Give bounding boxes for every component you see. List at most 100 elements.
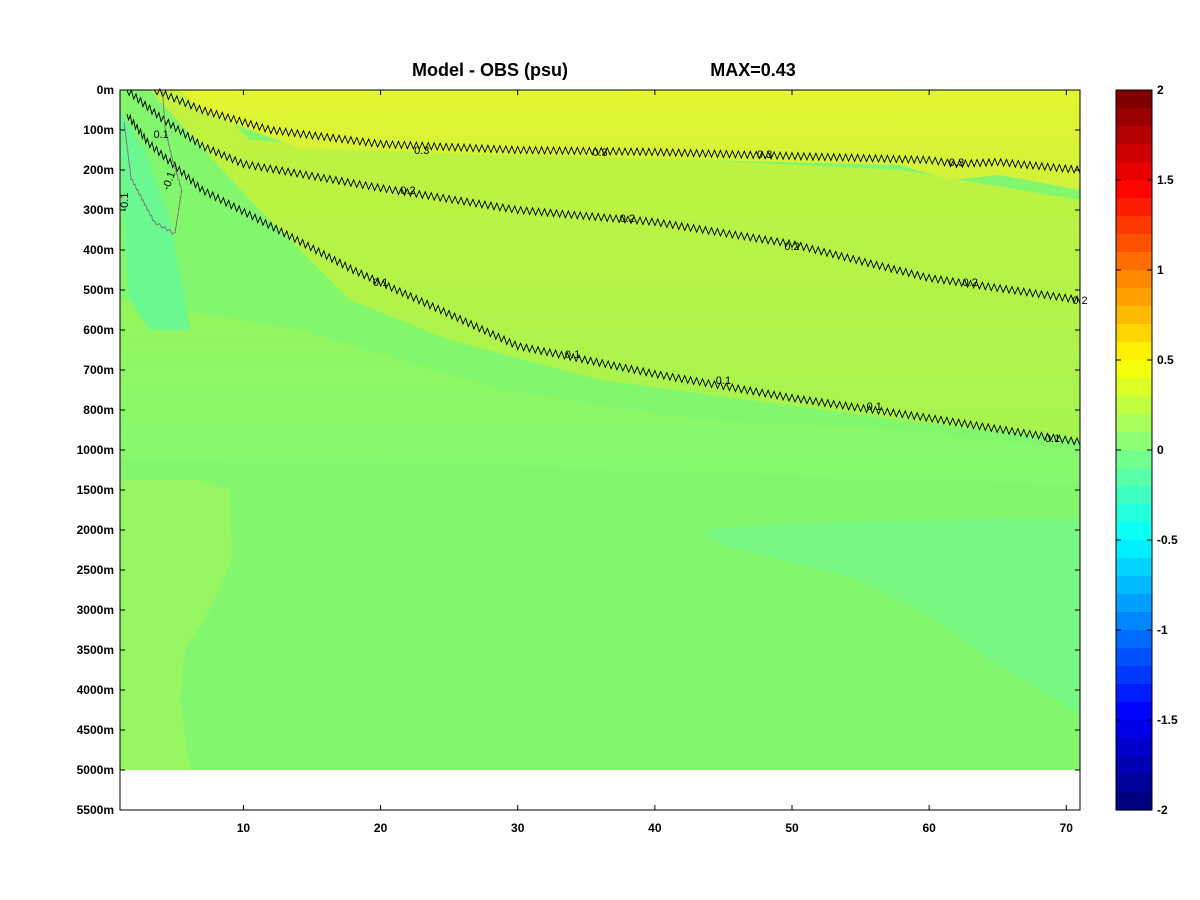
x-tick-label: 10 [237, 821, 251, 835]
x-tick-label: 60 [922, 821, 936, 835]
colorbar-swatch [1116, 522, 1152, 541]
y-tick-label: 2500m [77, 563, 114, 577]
contour-label: 0.2 [620, 213, 635, 225]
colorbar-swatch [1116, 162, 1152, 181]
colorbar-swatch [1116, 486, 1152, 505]
chart-title: Model - OBS (psu) [412, 60, 568, 80]
contour-line-0-3 [153, 87, 1081, 175]
colorbar-swatches [1116, 90, 1152, 811]
y-tick-label: 400m [83, 243, 114, 257]
colorbar-tick-label: 0 [1157, 443, 1164, 457]
colorbar-swatch [1116, 396, 1152, 415]
colorbar-tick-label: -1.5 [1157, 713, 1178, 727]
y-tick-label: 4500m [77, 723, 114, 737]
colorbar-tick-label: -0.5 [1157, 533, 1178, 547]
colorbar-swatch [1116, 468, 1152, 487]
y-tick-label: 800m [83, 403, 114, 417]
colorbar-swatch [1116, 504, 1152, 523]
colorbar-swatch [1116, 378, 1152, 397]
y-tick-label: 4000m [77, 683, 114, 697]
field-deep-east-patch [700, 518, 1080, 715]
contour-label: 0.2 [784, 241, 799, 253]
colorbar-swatch [1116, 180, 1152, 199]
contour-label: 0.3 [414, 145, 429, 157]
colorbar-swatch [1116, 324, 1152, 343]
contour-line-negative [123, 91, 183, 235]
y-tick-label: 2000m [77, 523, 114, 537]
y-tick-label: 3500m [77, 643, 114, 657]
colorbar-swatch [1116, 342, 1152, 361]
colorbar-tick-label: 1 [1157, 263, 1164, 277]
salinity-difference-field [120, 90, 1080, 810]
field-upper-layer [150, 90, 1080, 440]
colorbar-swatch [1116, 234, 1152, 253]
colorbar-swatch [1116, 270, 1152, 289]
colorbar-swatch [1116, 558, 1152, 577]
y-tick-label: 700m [83, 363, 114, 377]
y-tick-label: 200m [83, 163, 114, 177]
colorbar-swatch [1116, 540, 1152, 559]
colorbar-swatch [1116, 432, 1152, 451]
contour-label: 0.3 [592, 147, 607, 159]
field-mid-layer [120, 300, 1080, 485]
colorbar-swatch [1116, 126, 1152, 145]
x-tick-label: 20 [374, 821, 388, 835]
colorbar-swatch [1116, 612, 1152, 631]
contour-label: 0.1 [867, 401, 882, 413]
y-tick-label: 100m [83, 123, 114, 137]
colorbar-swatch [1116, 360, 1152, 379]
colorbar-swatch [1116, 108, 1152, 127]
colorbar-tick-label: -1 [1157, 623, 1168, 637]
y-tick-label: 300m [83, 203, 114, 217]
colorbar-swatch [1116, 198, 1152, 217]
contour-label: 0.1 [153, 129, 168, 141]
y-tick-label: 1000m [77, 443, 114, 457]
field-deep-west-band [120, 480, 232, 770]
colorbar: 2 1.5 1 0.5 0 -0.5 -1 -1.5 -2 [1115, 83, 1178, 817]
colorbar-swatch [1116, 738, 1152, 757]
x-tick-label: 50 [785, 821, 799, 835]
y-tick-label: 1500m [77, 483, 114, 497]
colorbar-swatch [1116, 306, 1152, 325]
y-axis: 0m 100m 200m 300m 400m 500m 600m 700m 800m 1000m 1… [77, 83, 1080, 817]
contour-label: 0.3 [949, 157, 964, 169]
contour-label: 0.1 [716, 375, 731, 387]
colorbar-swatch [1116, 594, 1152, 613]
colorbar-swatch [1116, 756, 1152, 775]
field-below-bottom [120, 770, 1080, 810]
colorbar-swatch [1116, 630, 1152, 649]
colorbar-swatch [1116, 576, 1152, 595]
colorbar-swatch [1116, 216, 1152, 235]
contour-label: 0.1 [1045, 433, 1060, 445]
colorbar-swatch [1116, 720, 1152, 739]
y-tick-label: 500m [83, 283, 114, 297]
colorbar-swatch [1116, 144, 1152, 163]
colorbar-swatch [1116, 252, 1152, 271]
colorbar-ticks: 2 1.5 1 0.5 0 -0.5 -1 -1.5 -2 [1116, 83, 1178, 817]
field-west-anomaly [120, 110, 190, 330]
contour-label-negative: -0.1 [119, 193, 131, 212]
chart-title-group: Model - OBS (psu) MAX=0.43 [412, 60, 796, 80]
contour-line-0-2 [126, 88, 1081, 304]
colorbar-tick-label: -2 [1157, 803, 1168, 817]
colorbar-swatch [1116, 792, 1152, 811]
x-axis: 10 20 30 40 50 60 70 [237, 90, 1074, 835]
contour-line-0-1 [126, 113, 1081, 446]
colorbar-tick-label: 1.5 [1157, 173, 1174, 187]
y-tick-label: 0m [97, 83, 114, 97]
colorbar-swatch [1116, 648, 1152, 667]
contour-label: 0.1 [565, 349, 580, 361]
y-tick-label: 600m [83, 323, 114, 337]
contour-lines [123, 87, 1081, 446]
contour-label: 0.3 [757, 149, 772, 161]
colorbar-swatch [1116, 414, 1152, 433]
colorbar-swatch [1116, 288, 1152, 307]
colorbar-swatch [1116, 702, 1152, 721]
x-tick-label: 70 [1060, 821, 1074, 835]
colorbar-tick-label: 0.5 [1157, 353, 1174, 367]
colorbar-swatch [1116, 684, 1152, 703]
contour-label: 0.1 [373, 277, 388, 289]
colorbar-swatch [1116, 666, 1152, 685]
colorbar-swatch [1116, 90, 1152, 109]
